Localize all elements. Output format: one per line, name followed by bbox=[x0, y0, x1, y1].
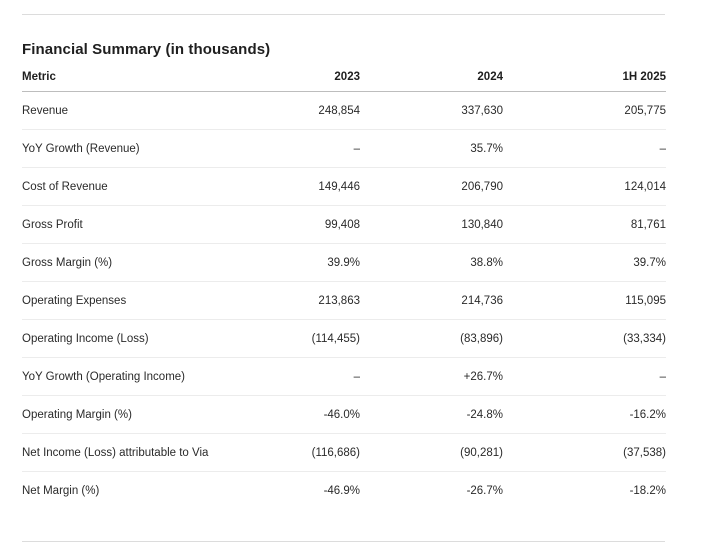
value-cell-1h-2025: -18.2% bbox=[629, 484, 666, 497]
table-row: YoY Growth (Revenue) – 35.7% – bbox=[22, 129, 666, 168]
value-cell-2023: 39.9% bbox=[268, 243, 360, 282]
table-row: Revenue 248,854 337,630 205,775 bbox=[22, 91, 666, 130]
value-cell-1h-2025: (37,538) bbox=[503, 433, 666, 472]
value-cell-2023: (114,455) bbox=[268, 319, 360, 358]
value-cell-2023: (116,686) bbox=[268, 433, 360, 472]
column-header-metric: Metric bbox=[22, 63, 268, 92]
column-header-2023: 2023 bbox=[268, 63, 360, 92]
top-divider bbox=[22, 14, 665, 15]
value-cell-1h-2025: (33,334) bbox=[503, 319, 666, 358]
metric-cell: Net Income (Loss) attributable to Via bbox=[22, 433, 268, 472]
metric-cell: Operating Margin (%) bbox=[22, 395, 268, 434]
value-cell-2023: -46.9% bbox=[323, 484, 360, 497]
column-header-2024: 2024 bbox=[360, 63, 503, 92]
value-cell-1h-2025: 205,775 bbox=[503, 91, 666, 130]
value-cell-2023: 99,408 bbox=[268, 205, 360, 244]
value-cell-2024: 38.8% bbox=[360, 243, 503, 282]
table-row: Net Margin (%) -46.9% -26.7% -18.2% bbox=[22, 472, 666, 510]
header-row: Metric 2023 2024 1H 2025 bbox=[22, 63, 666, 92]
table-row: Net Income (Loss) attributable to Via (1… bbox=[22, 433, 666, 472]
value-cell-1h-2025: – bbox=[503, 357, 666, 396]
table-row: Cost of Revenue 149,446 206,790 124,014 bbox=[22, 167, 666, 206]
metric-cell: Cost of Revenue bbox=[22, 167, 268, 206]
bottom-divider bbox=[22, 541, 665, 542]
metric-cell: Revenue bbox=[22, 91, 268, 130]
value-cell-2024: (83,896) bbox=[360, 319, 503, 358]
value-cell-1h-2025: 39.7% bbox=[503, 243, 666, 282]
table-row: Operating Expenses 213,863 214,736 115,0… bbox=[22, 281, 666, 320]
value-cell-2023: – bbox=[268, 129, 360, 168]
value-cell-1h-2025: – bbox=[503, 129, 666, 168]
value-cell-2023: 149,446 bbox=[268, 167, 360, 206]
metric-cell: Operating Income (Loss) bbox=[22, 319, 268, 358]
value-cell-2024: 214,736 bbox=[360, 281, 503, 320]
value-cell-1h-2025: 124,014 bbox=[503, 167, 666, 206]
financial-summary-table: Metric 2023 2024 1H 2025 Revenue 248,854… bbox=[22, 63, 666, 509]
value-cell-1h-2025: -16.2% bbox=[503, 395, 666, 434]
table-title: Financial Summary (in thousands) bbox=[22, 41, 271, 58]
metric-cell: Gross Profit bbox=[22, 205, 268, 244]
value-cell-2023: 213,863 bbox=[268, 281, 360, 320]
metric-cell: Net Margin (%) bbox=[22, 484, 100, 497]
table-row: Operating Income (Loss) (114,455) (83,89… bbox=[22, 319, 666, 358]
value-cell-2023: – bbox=[268, 357, 360, 396]
value-cell-2024: 35.7% bbox=[360, 129, 503, 168]
value-cell-2024: (90,281) bbox=[360, 433, 503, 472]
value-cell-2024: 206,790 bbox=[360, 167, 503, 206]
table-row: Operating Margin (%) -46.0% -24.8% -16.2… bbox=[22, 395, 666, 434]
value-cell-1h-2025: 115,095 bbox=[503, 281, 666, 320]
metric-cell: Gross Margin (%) bbox=[22, 243, 268, 282]
table-row: YoY Growth (Operating Income) – +26.7% – bbox=[22, 357, 666, 396]
table-row: Gross Profit 99,408 130,840 81,761 bbox=[22, 205, 666, 244]
value-cell-2024: -24.8% bbox=[360, 395, 503, 434]
table-row: Gross Margin (%) 39.9% 38.8% 39.7% bbox=[22, 243, 666, 282]
value-cell-2023: 248,854 bbox=[268, 91, 360, 130]
metric-cell: YoY Growth (Revenue) bbox=[22, 129, 268, 168]
value-cell-2023: -46.0% bbox=[268, 395, 360, 434]
metric-cell: Operating Expenses bbox=[22, 281, 268, 320]
value-cell-2024: -26.7% bbox=[466, 484, 503, 497]
value-cell-2024: 130,840 bbox=[360, 205, 503, 244]
value-cell-1h-2025: 81,761 bbox=[503, 205, 666, 244]
column-header-1h-2025: 1H 2025 bbox=[503, 63, 666, 92]
metric-cell: YoY Growth (Operating Income) bbox=[22, 357, 268, 396]
value-cell-2024: +26.7% bbox=[360, 357, 503, 396]
value-cell-2024: 337,630 bbox=[360, 91, 503, 130]
